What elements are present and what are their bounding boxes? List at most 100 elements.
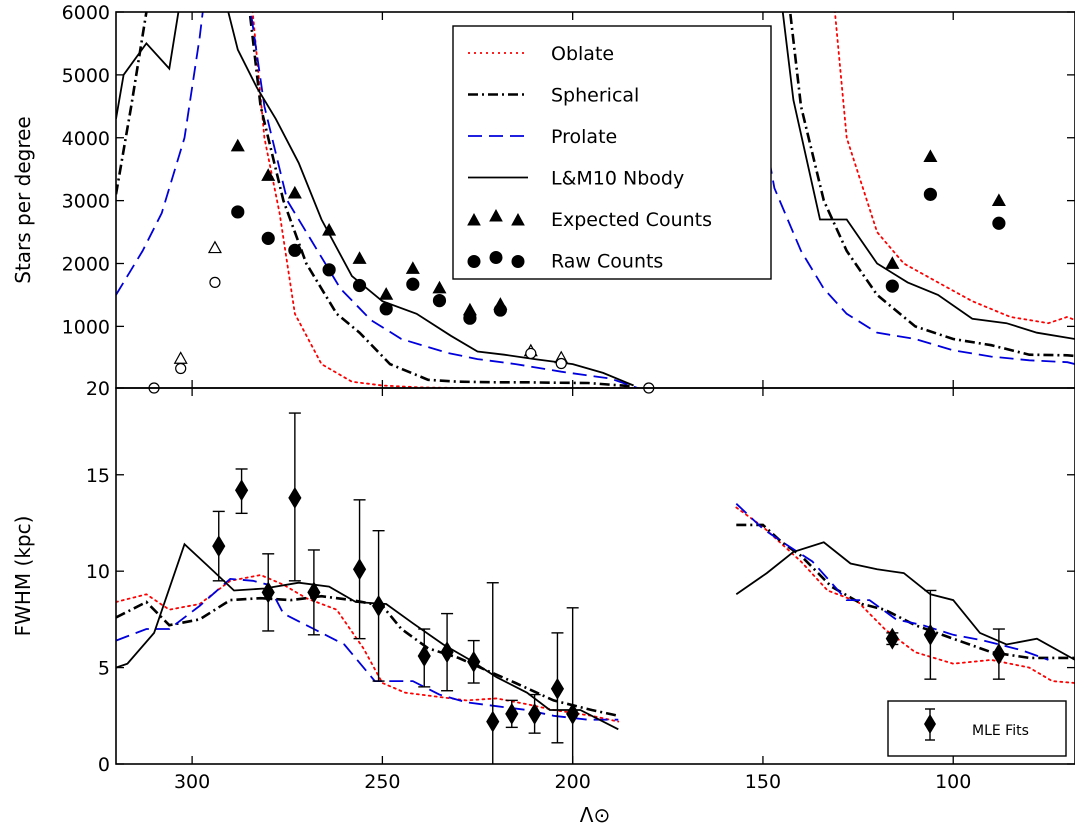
top-raw-counts-point — [493, 303, 507, 317]
top-y-tick-label: 6000 — [62, 2, 110, 24]
top-expected-counts-point — [923, 149, 938, 163]
bottom-series-spherical-segment-0 — [116, 594, 619, 718]
legend-label-prolate: Prolate — [551, 126, 617, 148]
top-expected-counts-point — [287, 185, 302, 199]
legend-swatch-raw-counts — [489, 251, 503, 264]
top-circle-open-point — [209, 276, 221, 288]
bottom-plot-frame — [115, 387, 1075, 765]
bottom-legend: MLE Fits — [887, 700, 1067, 757]
top-raw-counts-point — [231, 205, 245, 219]
top-y-tick-label: 20 — [86, 378, 110, 400]
legend-label-expected-counts: Expected Counts — [551, 209, 712, 231]
top-expected-counts-point — [405, 261, 420, 274]
top-expected-counts-point — [432, 280, 447, 294]
bottom-mle-fits-point — [307, 581, 321, 604]
top-y-tick-label: 4000 — [62, 128, 110, 150]
top-series-prolate-segment-0 — [116, 12, 204, 296]
top-series-l-m10-nbody-segment-0 — [116, 12, 180, 120]
top-series-prolate-segment-1 — [249, 12, 641, 388]
top-series-l-m10-nbody-segment-1 — [227, 12, 634, 387]
top-raw-counts-point — [288, 243, 302, 257]
top-circle-open-point — [555, 357, 567, 370]
x-tick-label: 300 — [174, 771, 210, 793]
top-expected-counts-point — [230, 138, 245, 152]
top-series-spherical-segment-0 — [116, 12, 148, 195]
legend-swatch-expected-counts — [511, 212, 525, 226]
x-tick-label: 150 — [745, 771, 781, 793]
bottom-mle-fits-point — [992, 643, 1006, 666]
top-circle-open-point — [175, 362, 187, 375]
top-circle-open-point — [525, 347, 537, 360]
top-expected-counts-point — [379, 287, 394, 300]
legend-label-spherical: Spherical — [551, 85, 639, 107]
bottom-legend-box — [887, 700, 1067, 757]
bottom-mle-fits-point — [352, 558, 367, 581]
top-raw-counts-point — [261, 231, 275, 245]
top-panel: 20 1000 2000 3000 4000 5000 6000 Stars per deg… — [11, 2, 1075, 400]
bottom-mle-fits-point — [261, 581, 275, 604]
top-series-spherical-segment-2 — [788, 12, 1075, 358]
top-y-axis-label: Stars per degree — [11, 116, 35, 283]
bottom-mle-fits-point — [372, 594, 386, 617]
bottom-mle-fits-point — [467, 650, 481, 673]
bottom-y-tick-label: 10 — [86, 561, 110, 583]
top-data-points — [148, 138, 1006, 394]
top-series-prolate-segment-2 — [731, 42, 1075, 365]
bottom-mle-fits-point — [212, 535, 226, 558]
bottom-y-axis-label: FWHM (kpc) — [11, 516, 35, 637]
top-triangle-open-point — [173, 351, 188, 364]
legend-swatch-raw-counts — [467, 255, 481, 268]
top-triangle-open-point — [207, 240, 222, 254]
top-series-oblate-segment-1 — [834, 12, 1075, 325]
top-legend-box — [452, 25, 772, 280]
bottom-axes: 0 5 10 15 300 250 200 150 100 — [86, 387, 1075, 793]
top-series-l-m10-nbody-segment-2 — [781, 12, 1075, 340]
legend-label-oblate: Oblate — [551, 43, 614, 65]
legend-swatch-expected-counts — [467, 212, 481, 226]
bottom-mle-fits-point — [417, 645, 431, 667]
top-raw-counts-point — [406, 277, 420, 291]
top-y-tick-label: 5000 — [62, 65, 110, 87]
top-expected-counts-point — [261, 168, 276, 181]
top-series-oblate-segment-0 — [251, 12, 643, 388]
top-raw-counts-point — [379, 302, 393, 316]
bottom-mle-fits-point — [235, 479, 249, 502]
top-raw-counts-point — [432, 294, 447, 308]
bottom-mle-fits-point — [550, 677, 565, 700]
x-axis-label: Λ⊙ — [580, 803, 610, 827]
bottom-y-tick-label: 0 — [98, 754, 110, 776]
x-tick-label: 100 — [935, 771, 971, 793]
bottom-series-l-m10-nbody-segment-1 — [735, 541, 1075, 661]
bottom-series-l-m10-nbody-segment-0 — [116, 542, 619, 731]
top-raw-counts-point — [463, 311, 477, 325]
x-tick-label: 250 — [364, 771, 400, 793]
top-expected-counts-point — [991, 193, 1006, 207]
bottom-mle-fits-point — [288, 486, 302, 509]
top-raw-counts-point — [352, 278, 367, 293]
bottom-y-tick-label: 15 — [86, 465, 110, 487]
top-series-lines — [116, 12, 1075, 388]
legend-label-raw-counts: Raw Counts — [551, 251, 663, 273]
bottom-mle-fits-point — [528, 702, 542, 725]
bottom-mle-fits-point — [566, 702, 580, 725]
bottom-y-tick-label: 5 — [98, 658, 110, 680]
top-axes: 20 1000 2000 3000 4000 5000 6000 — [62, 2, 1075, 400]
top-series-spherical-segment-1 — [248, 12, 630, 388]
bottom-series-lines — [116, 503, 1075, 731]
bottom-panel: 0 5 10 15 300 250 200 150 100 FWHM (kpc) Λ⊙ MLE … — [11, 387, 1075, 827]
top-raw-counts-point — [923, 187, 937, 201]
x-tick-label: 200 — [555, 771, 591, 793]
top-raw-counts-point — [322, 263, 336, 277]
legend-swatch-expected-counts — [489, 208, 503, 222]
top-expected-counts-point — [322, 222, 337, 236]
bottom-series-prolate-segment-1 — [735, 503, 1049, 661]
bottom-mle-fits-point — [885, 627, 899, 650]
legend-label-mle-fits: MLE Fits — [972, 723, 1029, 739]
legend-label-l-m10-nbody: L&M10 Nbody — [551, 168, 684, 190]
top-expected-counts-point — [352, 251, 367, 264]
bottom-mle-fits-point — [505, 702, 519, 725]
bottom-data-points — [212, 412, 1006, 764]
top-legend: Oblate Spherical Prolate L&M10 Nbody Expecte… — [452, 25, 772, 280]
top-y-tick-label: 2000 — [62, 254, 110, 276]
